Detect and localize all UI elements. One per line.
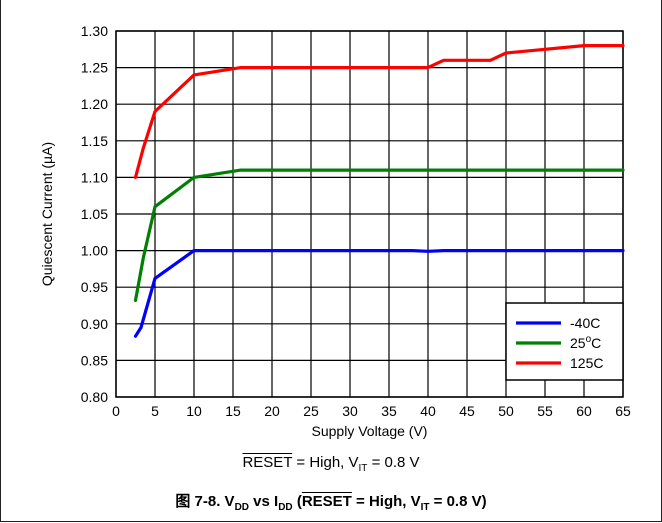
y-tick-label: 0.80 [81,389,108,405]
y-tick-label: 1.10 [81,169,108,185]
caption-middle: = High, V [351,493,421,510]
caption-reset: RESET [301,493,352,510]
caption-sub3: IT [420,502,430,513]
caption-sub1: DD [234,502,250,513]
y-tick-label: 1.30 [81,23,108,39]
x-tick-label: 10 [186,403,202,419]
x-tick-label: 35 [381,403,397,419]
y-tick-label: 1.25 [81,60,108,76]
x-axis-label: Supply Voltage (V) [312,423,428,439]
legend-entry: 125C [570,355,603,371]
y-tick-label: 1.00 [81,243,108,259]
y-axis-label: Quiescent Current (µA) [39,142,55,286]
y-tick-label: 1.20 [81,96,108,112]
caption-sub2: DD [278,502,293,513]
x-tick-label: 50 [498,403,514,419]
series-group [133,43,625,338]
x-tick-label: 15 [225,403,241,419]
legend-entry: 25oC [570,334,601,351]
condition-sub: IT [358,463,368,474]
caption-vs: vs I [249,493,279,510]
x-tick-label: 60 [576,403,592,419]
caption-end: = 0.8 V) [429,493,487,510]
x-tick-label: 30 [342,403,358,419]
x-tick-label: 55 [537,403,553,419]
condition-line: RESET = High, VIT = 0.8 V [0,454,662,474]
x-tick-label: 65 [615,403,631,419]
series-line [133,168,625,302]
x-tick-label: 40 [420,403,436,419]
x-tick-label: 45 [459,403,475,419]
y-tick-label: 0.95 [81,279,108,295]
x-axis-ticks: 0 5 10 15 20 25 30 35 40 45 50 55 60 65 [112,403,631,419]
figure-caption: 图 7-8. VDD vs IDD (RESET = High, VIT = 0… [0,490,662,513]
y-tick-label: 0.85 [81,352,108,368]
y-tick-label: 1.05 [81,206,108,222]
chart: 0 5 10 15 20 25 30 35 40 45 50 55 60 65 0.800.850.900… [39,23,631,439]
caption-prefix: 图 7-8. V [175,493,235,510]
series-line [133,43,625,179]
x-tick-label: 5 [151,403,159,419]
plot-area [115,30,624,398]
y-tick-label: 1.15 [81,133,108,149]
reset-signal: RESET [242,454,293,471]
legend: -40C 25oC 125C [505,302,624,381]
y-axis-ticks: 0.80 0.85 0.90 0.95 1.00 1.05 1.10 1.15 1.20 1.25… [81,23,108,405]
y-tick-label: 0.90 [81,316,108,332]
condition-end: = 0.8 V [367,454,420,471]
x-tick-label: 0 [112,403,120,419]
x-tick-label: 25 [303,403,319,419]
x-tick-label: 20 [264,403,280,419]
condition-middle: = High, V [292,454,359,471]
caption-open: ( [292,493,302,510]
legend-entry: -40C [570,315,600,331]
series-line [133,249,625,338]
